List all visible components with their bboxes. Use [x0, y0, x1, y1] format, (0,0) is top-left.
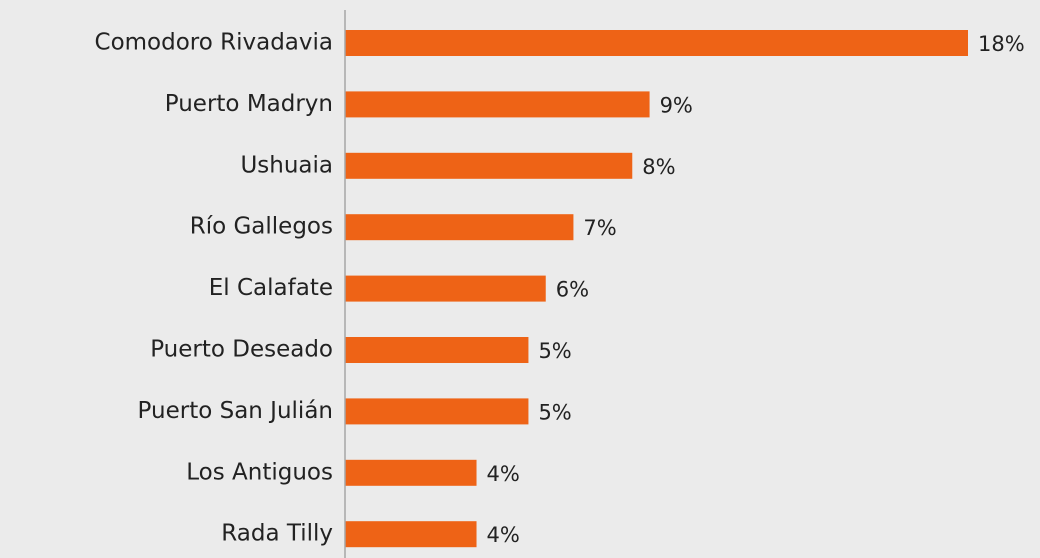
category-label: Rada Tilly	[221, 521, 333, 547]
category-label: Comodoro Rivadavia	[95, 30, 333, 56]
bar	[345, 30, 968, 56]
category-label: Río Gallegos	[190, 214, 333, 240]
bar	[345, 337, 529, 363]
bar	[345, 152, 633, 179]
value-label: 4%	[487, 462, 520, 486]
category-label: Los Antiguos	[186, 459, 333, 485]
bar	[345, 459, 477, 486]
bar	[345, 214, 574, 241]
value-label: 7%	[583, 216, 616, 240]
category-label: Ushuaia	[240, 152, 333, 178]
bar	[345, 521, 477, 548]
value-label: 6%	[556, 278, 589, 302]
value-label: 9%	[660, 93, 693, 117]
category-label: El Calafate	[209, 275, 333, 301]
value-label: 5%	[538, 400, 571, 424]
value-label: 18%	[978, 32, 1025, 56]
value-label: 8%	[642, 155, 675, 179]
bar	[345, 398, 529, 425]
category-label: Puerto Madryn	[165, 91, 333, 117]
value-label: 5%	[538, 339, 571, 363]
value-label: 4%	[487, 523, 520, 547]
category-label: Puerto Deseado	[150, 337, 333, 363]
bar	[345, 275, 546, 302]
category-label: Puerto San Julián	[138, 398, 333, 424]
bar	[345, 91, 650, 118]
